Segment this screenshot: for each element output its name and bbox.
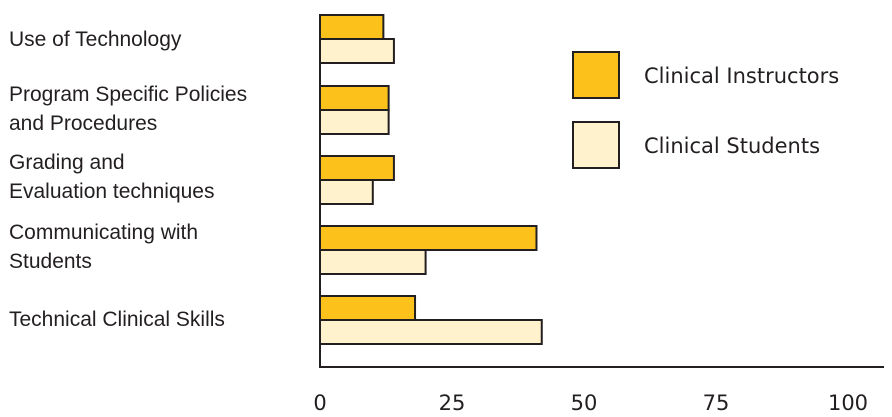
bar-students-3: [319, 249, 427, 275]
category-label-2: Grading and Evaluation techniques: [9, 148, 309, 206]
category-label-line: Grading and: [9, 151, 125, 174]
category-label-line: and Procedures: [9, 112, 158, 135]
x-tick-label-25: 25: [439, 391, 466, 415]
category-label-line: Communicating with: [9, 221, 199, 244]
category-label-line: Technical Clinical Skills: [9, 308, 225, 331]
bar-instructors-1: [319, 85, 390, 111]
legend-label-instructors: Clinical Instructors: [644, 64, 839, 88]
bar-students-1: [319, 109, 390, 135]
category-label-3: Communicating with Students: [9, 218, 309, 276]
bar-students-2: [319, 179, 374, 205]
x-tick-label-50: 50: [571, 391, 598, 415]
category-label-line: Students: [9, 250, 92, 273]
legend-swatch-instructors: [572, 51, 620, 99]
category-label-line: Program Specific Policies: [9, 83, 248, 106]
bar-students-0: [319, 38, 395, 64]
bar-instructors-4: [319, 295, 417, 321]
x-tick-label-100: 100: [828, 391, 868, 415]
category-label-line: Use of Technology: [9, 28, 182, 51]
bar-instructors-0: [319, 14, 385, 40]
bar-instructors-3: [319, 225, 538, 251]
x-tick-label-75: 75: [703, 391, 730, 415]
category-label-line: Evaluation techniques: [9, 180, 215, 203]
bar-instructors-2: [319, 155, 395, 181]
legend-label-students: Clinical Students: [644, 134, 820, 158]
category-label-4: Technical Clinical Skills: [9, 305, 309, 334]
bar-students-4: [319, 319, 543, 345]
category-label-1: Program Specific Policies and Procedures: [9, 80, 309, 138]
legend-swatch-students: [572, 121, 620, 169]
category-label-0: Use of Technology: [9, 25, 309, 54]
x-tick-label-0: 0: [313, 391, 326, 415]
